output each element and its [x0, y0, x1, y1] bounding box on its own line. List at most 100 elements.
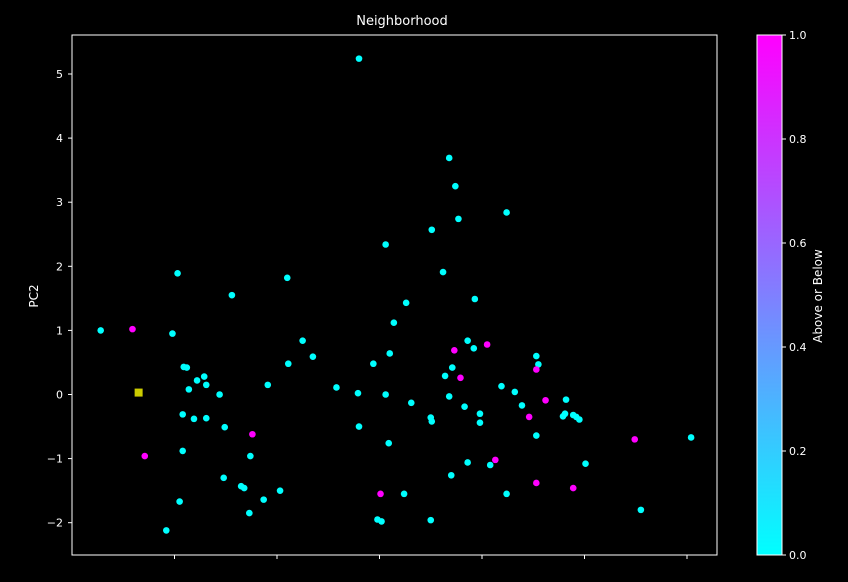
data-point	[382, 391, 389, 398]
data-point	[569, 484, 577, 492]
data-point	[533, 366, 540, 373]
colorbar-tick-label: 0.4	[789, 341, 807, 354]
data-point	[370, 360, 377, 368]
data-point	[439, 268, 447, 276]
data-point	[542, 396, 549, 404]
colorbar-label: Above or Below	[811, 249, 825, 343]
data-point	[562, 396, 570, 403]
data-point	[202, 414, 210, 422]
data-point	[533, 352, 540, 360]
data-point	[687, 434, 695, 441]
data-point	[511, 388, 519, 396]
data-point	[264, 381, 272, 389]
data-point	[492, 456, 499, 464]
data-point	[247, 452, 254, 460]
highlight-marker	[134, 388, 143, 397]
data-point	[445, 393, 453, 400]
data-point	[283, 274, 291, 282]
data-point	[503, 209, 510, 216]
data-point	[174, 270, 181, 277]
data-point	[428, 226, 436, 234]
data-point	[377, 490, 384, 498]
data-point	[190, 415, 198, 423]
y-tick-label: −2	[47, 517, 63, 530]
data-point	[533, 479, 540, 487]
data-point	[476, 410, 484, 418]
data-point	[486, 461, 494, 469]
data-point	[447, 471, 455, 479]
data-point	[518, 402, 526, 409]
data-point	[503, 490, 510, 498]
data-point	[441, 372, 449, 380]
data-point	[535, 361, 542, 368]
data-point	[385, 439, 393, 447]
colorbar-gradient	[756, 34, 783, 556]
data-point	[169, 330, 176, 337]
data-point	[240, 484, 248, 492]
data-point	[452, 182, 459, 190]
data-point	[249, 430, 256, 438]
data-point	[576, 416, 583, 423]
data-point	[448, 364, 456, 371]
data-point	[457, 374, 464, 382]
data-point	[445, 154, 453, 162]
data-point	[455, 215, 462, 223]
y-tick-label: 5	[56, 68, 63, 81]
colorbar-tick-label: 1.0	[789, 29, 807, 42]
data-point	[185, 386, 193, 393]
plot-area	[97, 55, 695, 534]
data-point	[428, 418, 436, 425]
colorbar-tick-label: 0.8	[789, 133, 807, 146]
data-point	[427, 516, 435, 524]
y-tick-label: 0	[56, 389, 63, 402]
y-axis-title: PC2	[27, 284, 41, 307]
data-point	[355, 55, 363, 62]
data-point	[299, 337, 306, 344]
data-point	[221, 423, 229, 431]
colorbar: 0.0 0.2 0.4 0.6 0.8 1.0	[756, 29, 807, 562]
data-point	[355, 423, 363, 430]
data-point	[402, 299, 410, 307]
data-point	[470, 345, 478, 352]
data-point	[533, 432, 540, 439]
data-point	[476, 419, 484, 427]
data-point	[163, 527, 170, 534]
data-point	[407, 399, 415, 407]
data-point	[200, 373, 208, 380]
data-point	[382, 241, 389, 248]
colorbar-tick-label: 0.6	[789, 237, 807, 250]
data-point	[284, 360, 292, 368]
data-point	[176, 498, 183, 505]
y-tick-label: 4	[56, 132, 63, 145]
data-point	[246, 509, 253, 517]
data-point	[386, 350, 394, 357]
data-point	[216, 391, 223, 398]
data-point	[561, 410, 569, 418]
y-tick-label: −1	[47, 453, 63, 466]
data-point	[193, 377, 201, 384]
data-point	[525, 413, 533, 421]
data-point	[97, 327, 104, 334]
data-point	[354, 389, 362, 397]
data-point	[498, 382, 505, 390]
data-point	[483, 341, 491, 348]
data-point	[179, 447, 186, 455]
data-point	[400, 490, 408, 498]
data-point	[631, 436, 639, 443]
axes: −2 −1 0 1 2 3 4 5	[47, 34, 718, 559]
chart-title: Neighborhood	[356, 14, 448, 29]
data-point	[202, 381, 210, 389]
plot-frame	[71, 34, 718, 556]
data-point	[228, 291, 236, 299]
data-point	[464, 337, 471, 344]
data-point	[471, 295, 479, 303]
data-point	[461, 403, 468, 410]
data-point	[141, 452, 149, 460]
y-tick-label: 2	[56, 260, 63, 273]
colorbar-tick-label: 0.0	[789, 549, 807, 562]
data-point	[276, 487, 284, 494]
data-point	[582, 460, 589, 468]
data-point	[390, 319, 398, 327]
